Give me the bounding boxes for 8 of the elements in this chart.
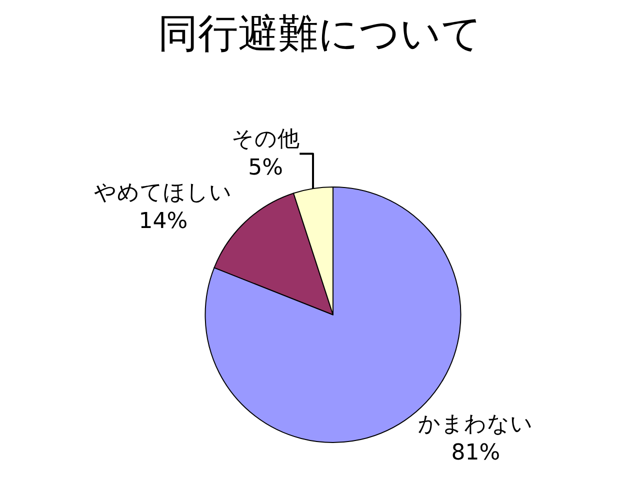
slice-label: かまわない [418,412,534,437]
pie-slice [204,186,462,443]
slice-label: その他 [232,126,300,152]
data-label: 81% [451,440,500,466]
chart-title: 同行避難について [158,11,482,58]
data-label: 5% [248,156,284,181]
data-label: 14% [138,209,188,234]
slice-label: やめてほしい [94,180,232,206]
